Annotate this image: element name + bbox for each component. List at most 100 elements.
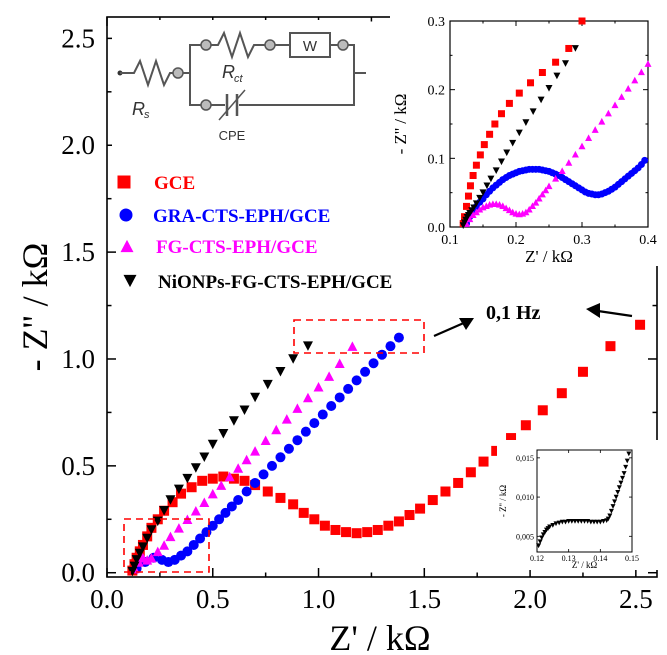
main-data-point <box>190 463 201 473</box>
inset2-data-point <box>563 519 568 525</box>
inset2-data-point <box>588 519 594 525</box>
inset-data-point <box>538 69 546 76</box>
inset2-data-point <box>582 519 587 524</box>
circuit-node <box>337 39 349 51</box>
annotation-arrowhead-left <box>459 318 474 330</box>
inset2-data-point <box>612 499 618 505</box>
inset-data-point <box>472 200 480 207</box>
main-data-point <box>197 475 208 486</box>
inset2-data-point <box>624 458 630 464</box>
inset-data-point <box>624 84 632 92</box>
main-data-point <box>343 383 354 394</box>
main-data-point <box>267 460 277 471</box>
resistor-rs <box>120 57 176 89</box>
inset-data-point <box>558 167 566 175</box>
legend-entry: GCE <box>117 173 195 194</box>
legend-entry: FG-CTS-EPH/GCE <box>120 237 318 258</box>
inset2-data-point <box>539 535 545 541</box>
main-data-point <box>239 405 250 416</box>
main-data-point <box>319 520 330 531</box>
inset-data-point <box>591 126 599 133</box>
main-data-point <box>465 467 476 478</box>
main-x-tick-label: 2.5 <box>619 584 653 614</box>
main-data-point <box>241 486 252 497</box>
main-data-point <box>216 480 227 490</box>
circuit-node <box>264 39 276 51</box>
inset-series-gce <box>459 17 586 228</box>
inset-data-point <box>476 194 484 202</box>
main-data-point <box>228 416 239 426</box>
main-data-point <box>207 473 218 484</box>
inset2-data-point <box>616 485 622 491</box>
main-data-point <box>220 507 231 518</box>
main-data-point <box>199 497 210 507</box>
main-data-point <box>262 379 273 390</box>
main-x-tick-label: 0.5 <box>196 584 230 614</box>
main-data-point <box>404 510 415 521</box>
main-data-point <box>347 341 358 351</box>
inset2-y-axis-title: - Z'' / kΩ <box>498 485 508 517</box>
inset-data-point <box>464 192 472 200</box>
inset2-data-point <box>572 519 578 524</box>
inset2-data-point <box>553 521 559 527</box>
y-axis-title: - Z'' / kΩ <box>15 243 55 372</box>
inset-series-nionps-fg-cts-eph-gce <box>459 45 579 229</box>
circuit-node <box>200 39 212 51</box>
inset-data-point <box>644 60 652 67</box>
main-y-tick-label: 2.0 <box>61 130 95 160</box>
main-data-point <box>415 503 426 514</box>
warburg-label: W <box>303 38 318 55</box>
inset2-data-point <box>591 519 597 525</box>
main-y-tick-label: 0.5 <box>61 451 95 481</box>
inset-data-point <box>522 119 530 126</box>
main-data-point <box>233 463 244 473</box>
main-data-point <box>292 403 303 413</box>
main-data-point <box>288 499 299 510</box>
inset2-data-point <box>623 464 629 470</box>
main-data-point <box>134 548 145 559</box>
inset-data-point <box>641 156 649 164</box>
main-data-point <box>260 435 271 445</box>
main-data-point <box>207 439 218 450</box>
main-data-point <box>182 473 193 484</box>
inset-small-plot: 0.12 0.13 0.14 0.15 0,005 0,010 0,015 Z' / kΩ - … <box>497 440 659 570</box>
main-data-point <box>188 539 199 550</box>
inset-data-point <box>491 120 499 128</box>
inset-data-point <box>476 151 484 159</box>
inset-data-point <box>476 205 484 213</box>
main-data-point <box>173 484 184 495</box>
inset-data-point <box>461 213 469 221</box>
inset-data-point <box>522 208 530 216</box>
inset2-data-point <box>578 519 584 524</box>
inset-data-point <box>571 150 579 158</box>
inset2-data-point <box>537 539 543 545</box>
main-y-tick-label: 0.0 <box>61 558 95 588</box>
inset-data-point <box>487 175 495 183</box>
main-x-tick-label: 2.0 <box>513 584 547 614</box>
main-data-point <box>224 471 235 482</box>
rs-subscript: s <box>144 109 150 121</box>
main-data-point <box>152 546 163 557</box>
inset-data-point <box>509 139 517 147</box>
main-data-point <box>262 486 273 497</box>
low-frequency-box <box>293 319 425 354</box>
main-data-point <box>226 501 237 512</box>
main-data-point <box>167 497 178 508</box>
inset2-data-point <box>569 519 575 524</box>
inset-data-point <box>466 215 474 223</box>
main-data-point <box>176 488 187 499</box>
main-data-point <box>326 401 337 412</box>
legend-marker <box>123 274 137 288</box>
main-data-point <box>302 341 313 351</box>
legend-marker <box>117 175 131 189</box>
inset-data-point <box>483 182 491 190</box>
inset2-x-tick-label: 0.14 <box>593 554 607 563</box>
main-y-tick-label: 1.0 <box>61 344 95 374</box>
inset2-data-point <box>556 520 562 526</box>
inset2-data-point <box>613 494 619 500</box>
inset-data-point <box>529 202 536 210</box>
main-data-point <box>218 471 229 482</box>
inset-x-tick-label: 0.3 <box>573 233 591 248</box>
main-data-point <box>159 540 170 550</box>
